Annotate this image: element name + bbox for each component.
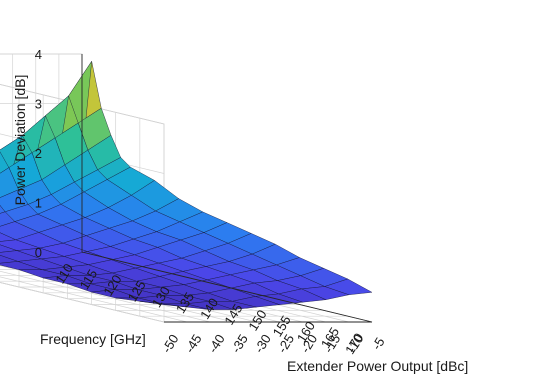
- z-axis-label: Power Deviation [dB]: [12, 75, 28, 206]
- z-tick-label: 3: [35, 97, 42, 112]
- z-tick-label: 1: [35, 196, 42, 211]
- surface-mesh: [0, 60, 373, 310]
- y-tick-label: -30: [251, 332, 274, 356]
- y-tick-label: -50: [159, 332, 182, 356]
- z-tick-label: 2: [35, 146, 42, 161]
- x-axis-line: [81, 251, 373, 323]
- x-axis-label: Frequency [GHz]: [40, 331, 146, 347]
- y-tick-label: -5: [369, 335, 388, 353]
- grid-floor-y: [0, 270, 211, 323]
- y-axis-label: Extender Power Output [dBc]: [287, 358, 468, 374]
- axis-lines: [81, 54, 373, 323]
- grid-floor-y: [0, 276, 188, 323]
- grid-z-right: [0, 84, 165, 125]
- z-tick-label: 4: [35, 47, 42, 62]
- surface-patch: [186, 301, 234, 310]
- y-tick-label: -40: [205, 332, 228, 356]
- y-tick-label: -45: [182, 332, 205, 356]
- grid-z-right: [0, 282, 165, 323]
- y-tick-label: -35: [228, 332, 251, 356]
- z-tick-label: 0: [35, 245, 42, 260]
